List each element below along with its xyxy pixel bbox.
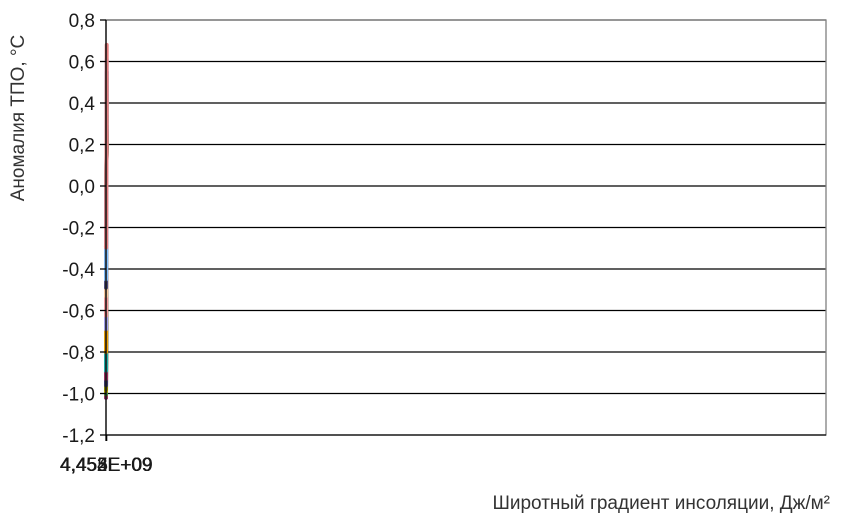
y-tick-label: -0,8 (62, 343, 95, 364)
y-tick-label: 0,4 (69, 94, 96, 115)
y-tick-label: 0,8 (69, 11, 95, 32)
y-tick-label: -0,6 (62, 302, 95, 323)
x-tick-label: 4,453E+09 (60, 455, 152, 476)
x-tick-label: 4,454E+09 (60, 455, 152, 476)
y-tick-label: 0,2 (69, 136, 95, 157)
x-axis-ticks: 4,452E+094,453E+094,454E+094,455E+09 (60, 435, 153, 476)
y-tick-label: 0,6 (69, 53, 95, 74)
y-tick-label: -1,2 (62, 426, 95, 447)
y-tick-label: -1,0 (62, 385, 95, 406)
x-tick-label: 4,452E+09 (60, 455, 152, 476)
y-tick-label: -0,4 (62, 260, 95, 281)
x-tick-label: 4,455E+09 (60, 455, 152, 476)
y-tick-label: -0,2 (62, 219, 95, 240)
y-axis-title: Аномалия ТПО, °C (8, 35, 29, 202)
y-tick-label: 0,0 (69, 177, 95, 198)
gridlines (106, 19, 826, 395)
x-axis-title: Широтный градиент инсоляции, Дж/м² (492, 493, 830, 514)
y-axis-ticks: -1,2 -1,0 -0,8 -0,6 -0,4 -0,2 0,0 0,2 0,4 0,6 0,8 (62, 11, 106, 447)
